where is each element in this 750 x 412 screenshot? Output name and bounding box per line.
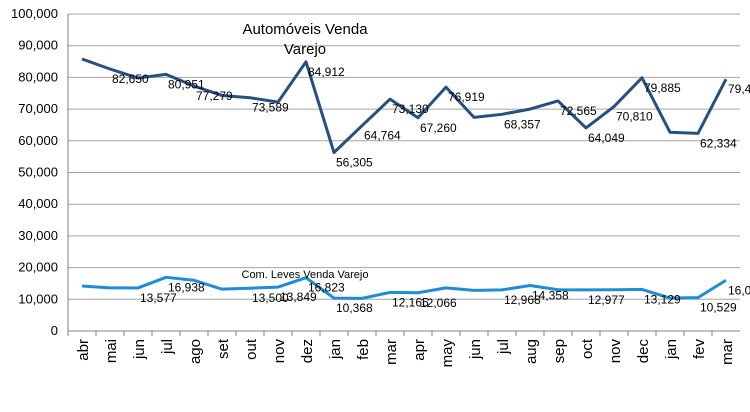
data-label: 68,357 bbox=[504, 117, 541, 131]
x-tick-label: aug bbox=[523, 339, 540, 364]
data-label: 62,334 bbox=[700, 136, 737, 150]
x-tick-label: set bbox=[215, 338, 232, 359]
x-tick-label: jun bbox=[467, 339, 484, 360]
series-line bbox=[81, 57, 728, 155]
x-tick-label: may bbox=[439, 339, 456, 368]
data-label: 64,049 bbox=[588, 131, 625, 145]
y-tick-label: 10,000 bbox=[18, 291, 58, 306]
x-tick-label: fev bbox=[691, 339, 708, 360]
y-tick-label: 0 bbox=[51, 323, 58, 338]
data-label: 13,849 bbox=[280, 290, 317, 304]
series-annotation: Com. Leves Venda Varejo bbox=[241, 269, 369, 281]
data-label: 10,368 bbox=[336, 301, 373, 315]
data-label: 73,130 bbox=[392, 102, 429, 116]
x-tick-label: sep bbox=[551, 339, 568, 363]
x-tick-label: jan bbox=[327, 339, 344, 360]
x-tick-label: ago bbox=[187, 339, 204, 364]
y-tick-label: 100,000 bbox=[11, 6, 58, 21]
data-label: 16,938 bbox=[168, 280, 205, 294]
data-label: 80,951 bbox=[168, 77, 205, 91]
x-tick-label: jul bbox=[495, 339, 512, 355]
x-tick-label: dec bbox=[635, 339, 652, 364]
x-tick-label: mar bbox=[383, 339, 400, 365]
data-label: 12,977 bbox=[588, 293, 625, 307]
x-tick-label: abr bbox=[75, 339, 92, 361]
data-label: 13,577 bbox=[140, 291, 177, 305]
data-label: 10,529 bbox=[700, 301, 737, 315]
data-label: 16,002 bbox=[728, 283, 750, 297]
x-tick-label: jan bbox=[663, 339, 680, 360]
data-label: 84,912 bbox=[308, 65, 345, 79]
data-label: 82,650 bbox=[112, 72, 149, 86]
y-tick-label: 40,000 bbox=[18, 196, 58, 211]
data-label: 16,823 bbox=[308, 281, 345, 295]
x-tick-label: dez bbox=[299, 339, 316, 363]
x-tick-label: oct bbox=[579, 338, 596, 359]
x-tick-label: jul bbox=[159, 339, 176, 355]
series-line bbox=[81, 275, 727, 300]
data-label: 13,129 bbox=[644, 292, 681, 306]
x-tick-label: feb bbox=[355, 339, 372, 360]
x-tick-label: nov bbox=[607, 339, 624, 364]
y-tick-label: 90,000 bbox=[18, 38, 58, 53]
data-label: 56,305 bbox=[336, 156, 373, 170]
x-tick-label: mai bbox=[103, 339, 120, 363]
data-label: 12,066 bbox=[420, 296, 457, 310]
y-tick-label: 70,000 bbox=[18, 101, 58, 116]
data-label: 14,358 bbox=[532, 288, 569, 302]
data-label: 13,500 bbox=[252, 291, 289, 305]
data-label: 72,565 bbox=[560, 104, 597, 118]
data-label: 64,764 bbox=[364, 129, 401, 143]
data-label: 12,968 bbox=[504, 293, 541, 307]
data-label: 77,279 bbox=[196, 89, 233, 103]
x-tick-label: jun bbox=[131, 339, 148, 360]
y-tick-label: 20,000 bbox=[18, 260, 58, 275]
x-tick-label: apr bbox=[411, 339, 428, 361]
x-tick-label: out bbox=[243, 338, 260, 360]
x-tick-label: nov bbox=[271, 339, 288, 364]
data-label: 79,885 bbox=[644, 81, 681, 95]
data-label: 12,165 bbox=[392, 295, 429, 309]
y-tick-label: 50,000 bbox=[18, 165, 58, 180]
data-label: 73,589 bbox=[252, 101, 289, 115]
data-label: 67,260 bbox=[420, 121, 457, 135]
data-label: 76,919 bbox=[448, 90, 485, 104]
y-tick-label: 60,000 bbox=[18, 133, 58, 148]
y-tick-label: 80,000 bbox=[18, 69, 58, 84]
series-annotation: Automóveis Venda Varejo bbox=[242, 21, 368, 58]
x-tick-label: mar bbox=[719, 339, 736, 365]
y-tick-label: 30,000 bbox=[18, 228, 58, 243]
data-label: 79,446 bbox=[728, 82, 750, 96]
data-label: 70,810 bbox=[616, 110, 653, 124]
